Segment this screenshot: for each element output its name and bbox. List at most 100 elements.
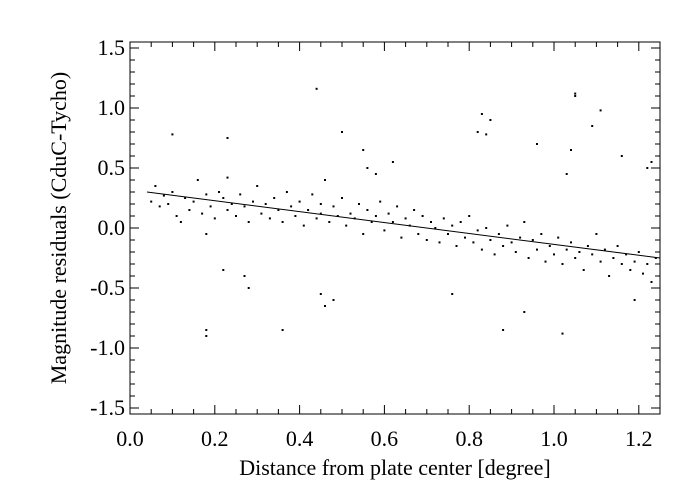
y-tick-label: 1.5 — [98, 35, 126, 60]
data-point — [196, 179, 199, 181]
data-point — [434, 227, 437, 229]
data-point — [612, 257, 615, 259]
data-point — [315, 217, 318, 220]
data-point — [387, 212, 390, 215]
data-point — [633, 260, 636, 263]
data-point — [625, 253, 628, 256]
data-point — [476, 131, 479, 133]
data-point — [171, 133, 174, 136]
data-point — [167, 203, 170, 205]
data-point — [230, 203, 233, 205]
data-point — [324, 179, 326, 181]
y-tick-label: -0.5 — [90, 275, 125, 300]
data-point — [413, 209, 416, 211]
x-tick-label: 0.2 — [201, 426, 229, 451]
data-point — [201, 212, 204, 215]
data-point — [158, 205, 161, 208]
data-point — [629, 269, 632, 271]
data-point — [599, 109, 602, 112]
data-point — [489, 119, 492, 121]
data-points — [150, 87, 657, 337]
data-point — [391, 221, 394, 223]
data-point — [540, 233, 543, 235]
data-point — [472, 241, 475, 244]
x-axis-ticks: 0.0 0.2 0.4 0.6 0.8 1.0 1.2 — [116, 42, 653, 451]
data-point — [421, 215, 424, 217]
data-point — [285, 191, 288, 193]
x-tick-label: 1.0 — [540, 426, 568, 451]
data-point — [489, 239, 492, 241]
plot-frame — [129, 41, 661, 415]
data-point — [527, 257, 530, 259]
data-point — [620, 263, 623, 265]
data-point — [464, 236, 466, 239]
data-point — [209, 205, 212, 208]
data-point — [430, 221, 432, 223]
data-point — [150, 200, 153, 203]
data-point — [349, 212, 352, 215]
data-point — [506, 224, 509, 227]
data-point — [243, 275, 246, 277]
data-point — [315, 87, 318, 90]
data-point — [154, 185, 157, 187]
data-point — [218, 191, 220, 193]
data-point — [519, 236, 522, 239]
y-tick-label: 0.0 — [98, 215, 126, 240]
data-point — [616, 245, 619, 247]
data-point — [536, 248, 538, 251]
data-point — [341, 131, 343, 133]
data-point — [476, 229, 479, 232]
data-point — [281, 329, 284, 331]
data-point — [570, 149, 572, 151]
data-point — [205, 233, 208, 235]
data-point — [570, 241, 572, 244]
data-point — [404, 217, 407, 220]
data-point — [620, 155, 623, 157]
data-point — [650, 281, 653, 283]
data-point — [557, 236, 560, 239]
data-point — [319, 293, 322, 295]
x-tick-label: 1.2 — [625, 426, 653, 451]
data-point — [319, 203, 322, 205]
data-point — [362, 233, 365, 235]
data-point — [553, 253, 555, 256]
data-point — [243, 205, 246, 208]
data-point — [222, 269, 225, 271]
data-point — [260, 212, 263, 215]
data-point — [637, 251, 640, 253]
data-point — [324, 305, 326, 307]
data-point — [654, 257, 657, 259]
data-point — [256, 185, 259, 187]
data-point — [510, 241, 513, 244]
data-point — [548, 245, 551, 247]
data-point — [400, 236, 403, 239]
data-point — [523, 311, 526, 313]
data-point — [514, 251, 517, 253]
data-point — [205, 193, 208, 196]
data-point — [226, 209, 229, 211]
data-point — [438, 241, 441, 244]
data-point — [298, 200, 301, 203]
data-point — [366, 167, 369, 169]
data-point — [480, 248, 483, 251]
data-point — [574, 257, 577, 259]
data-point — [192, 200, 195, 203]
data-point — [642, 272, 644, 275]
data-point — [175, 215, 178, 217]
data-point — [391, 161, 394, 163]
data-point — [332, 205, 335, 208]
data-point — [417, 233, 420, 235]
data-point — [603, 248, 606, 251]
y-axis-ticks: -1.5 -1.0 -0.5 0.0 0.5 1.0 1.5 — [90, 35, 660, 420]
data-point — [565, 173, 568, 175]
data-point — [493, 253, 496, 256]
y-tick-label: 0.5 — [98, 155, 126, 180]
x-tick-label: 0.4 — [286, 426, 314, 451]
data-point — [565, 248, 568, 251]
data-point — [523, 221, 526, 223]
data-point — [247, 287, 250, 289]
data-point — [358, 203, 360, 205]
data-point — [213, 217, 216, 220]
data-point — [273, 197, 276, 199]
